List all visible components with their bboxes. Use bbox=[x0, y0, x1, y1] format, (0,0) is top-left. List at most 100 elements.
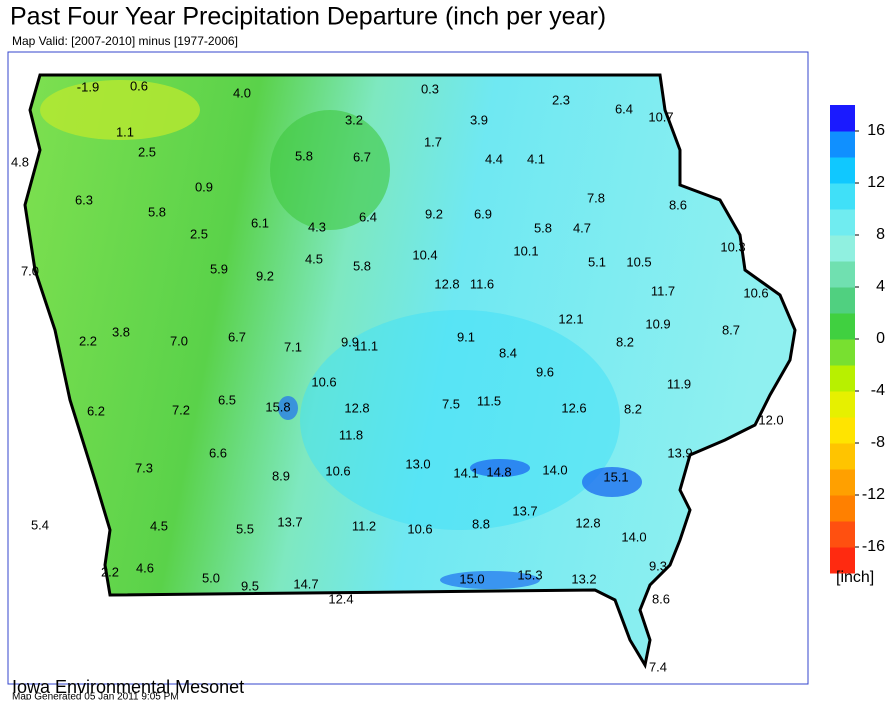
station-value: 5.5 bbox=[236, 521, 254, 536]
colorbar-tick-label: 12 bbox=[867, 174, 885, 191]
station-value: 6.3 bbox=[75, 192, 93, 207]
station-value: 12.4 bbox=[328, 591, 353, 606]
footer-generated: Map Generated 05 Jan 2011 9:05 PM bbox=[12, 692, 179, 700]
colorbar-swatch bbox=[830, 313, 855, 340]
station-value: 2.5 bbox=[138, 144, 156, 159]
station-value: 14.7 bbox=[293, 576, 318, 591]
station-value: 8.7 bbox=[722, 322, 740, 337]
station-value: 10.1 bbox=[513, 243, 538, 258]
colorbar-swatch bbox=[830, 391, 855, 418]
station-value: 8.8 bbox=[472, 516, 490, 531]
station-value: 2.5 bbox=[190, 226, 208, 241]
station-value: 5.0 bbox=[202, 570, 220, 585]
station-value: 6.4 bbox=[359, 209, 377, 224]
station-value: 13.2 bbox=[571, 571, 596, 586]
colorbar-swatch bbox=[830, 261, 855, 288]
station-value: 7.3 bbox=[135, 460, 153, 475]
colorbar-swatch bbox=[830, 547, 855, 574]
title: Past Four Year Precipitation Departure (… bbox=[10, 3, 606, 31]
station-value: 6.2 bbox=[87, 403, 105, 418]
station-value: 0.6 bbox=[130, 78, 148, 93]
station-value: 13.7 bbox=[277, 514, 302, 529]
station-value: 11.6 bbox=[470, 276, 494, 291]
station-value: 7.0 bbox=[170, 333, 188, 348]
station-value: 5.8 bbox=[295, 148, 313, 163]
station-value: 0.3 bbox=[421, 81, 439, 96]
station-value: 1.1 bbox=[116, 124, 134, 139]
colorbar-swatch bbox=[830, 105, 855, 132]
colorbar-swatch bbox=[830, 157, 855, 184]
station-value: 9.2 bbox=[256, 268, 274, 283]
colorbar-swatch bbox=[830, 209, 855, 236]
wet-spot bbox=[582, 467, 642, 497]
station-value: 8.4 bbox=[499, 345, 517, 360]
station-value: 7.1 bbox=[284, 339, 302, 354]
station-value: 9.1 bbox=[457, 329, 475, 344]
station-value: 5.8 bbox=[353, 258, 371, 273]
colorbar-unit: [inch] bbox=[836, 569, 874, 586]
station-value: 6.6 bbox=[209, 445, 227, 460]
subtitle: Map Valid: [2007-2010] minus [1977-2006] bbox=[12, 34, 238, 48]
dry-region bbox=[40, 80, 200, 140]
colorbar-swatch bbox=[830, 235, 855, 262]
station-value: 1.7 bbox=[424, 134, 442, 149]
wet-spot bbox=[278, 396, 298, 420]
station-value: 10.7 bbox=[648, 109, 673, 124]
station-value: 7.2 bbox=[172, 402, 190, 417]
station-value: 7.8 bbox=[587, 190, 605, 205]
green-region bbox=[270, 110, 390, 230]
station-value: 14.8 bbox=[486, 464, 511, 479]
station-value: 4.0 bbox=[233, 85, 251, 100]
colorbar-tick-label: 0 bbox=[876, 330, 885, 347]
station-value: 15.3 bbox=[517, 567, 542, 582]
colorbar-swatch bbox=[830, 339, 855, 366]
station-value: 4.1 bbox=[527, 151, 545, 166]
colorbar-tick-label: -12 bbox=[862, 486, 885, 503]
station-value: 11.9 bbox=[667, 376, 691, 391]
station-value: 9.5 bbox=[241, 578, 259, 593]
station-value: 5.1 bbox=[588, 254, 606, 269]
colorbar-tick-label: 16 bbox=[867, 122, 885, 139]
station-value: 2.2 bbox=[101, 564, 119, 579]
station-value: 2.3 bbox=[552, 92, 570, 107]
station-value: 12.6 bbox=[561, 400, 586, 415]
station-value: 7.0 bbox=[21, 263, 39, 278]
station-value: 5.8 bbox=[534, 220, 552, 235]
station-value: 0.9 bbox=[195, 179, 213, 194]
station-value: 9.6 bbox=[536, 364, 554, 379]
station-value: 11.5 bbox=[477, 393, 501, 408]
station-value: 12.8 bbox=[434, 276, 459, 291]
station-value: 11.8 bbox=[339, 427, 363, 442]
station-value: 15.8 bbox=[265, 399, 290, 414]
iowa-map: -1.9 0.6 4.0 0.3 2.3 6.4 10.7 1.1 3.2 3.9 1.7 2.5 5.… bbox=[11, 73, 797, 674]
station-value: 12.0 bbox=[758, 412, 783, 427]
station-value: 6.1 bbox=[251, 215, 269, 230]
station-value: 5.4 bbox=[31, 517, 49, 532]
station-value: 5.8 bbox=[148, 204, 166, 219]
station-value: 10.4 bbox=[412, 247, 437, 262]
station-value: 10.3 bbox=[720, 239, 745, 254]
station-value: 4.4 bbox=[485, 151, 503, 166]
colorbar-swatch bbox=[830, 183, 855, 210]
station-value: 15.1 bbox=[603, 469, 628, 484]
station-value: 8.2 bbox=[624, 401, 642, 416]
colorbar-tick-label: -16 bbox=[862, 538, 885, 555]
station-value: 14.0 bbox=[542, 462, 567, 477]
station-value: 3.2 bbox=[345, 112, 363, 127]
station-value: 11.1 bbox=[354, 338, 378, 353]
station-value: 8.9 bbox=[272, 468, 290, 483]
station-value: 8.6 bbox=[669, 197, 687, 212]
station-value: 15.0 bbox=[459, 571, 484, 586]
wet-spot bbox=[470, 459, 530, 477]
station-value: 3.8 bbox=[112, 324, 130, 339]
station-value: -1.9 bbox=[77, 79, 99, 94]
station-value: 4.7 bbox=[573, 220, 591, 235]
colorbar-tick-label: 8 bbox=[876, 226, 885, 243]
station-value: 7.5 bbox=[442, 396, 460, 411]
colorbar-swatch bbox=[830, 469, 855, 496]
colorbar-swatch bbox=[830, 131, 855, 158]
colorbar-tick-label: 4 bbox=[876, 278, 885, 295]
station-value: 11.2 bbox=[352, 518, 376, 533]
wet-region bbox=[300, 310, 620, 530]
station-value: 12.8 bbox=[344, 400, 369, 415]
